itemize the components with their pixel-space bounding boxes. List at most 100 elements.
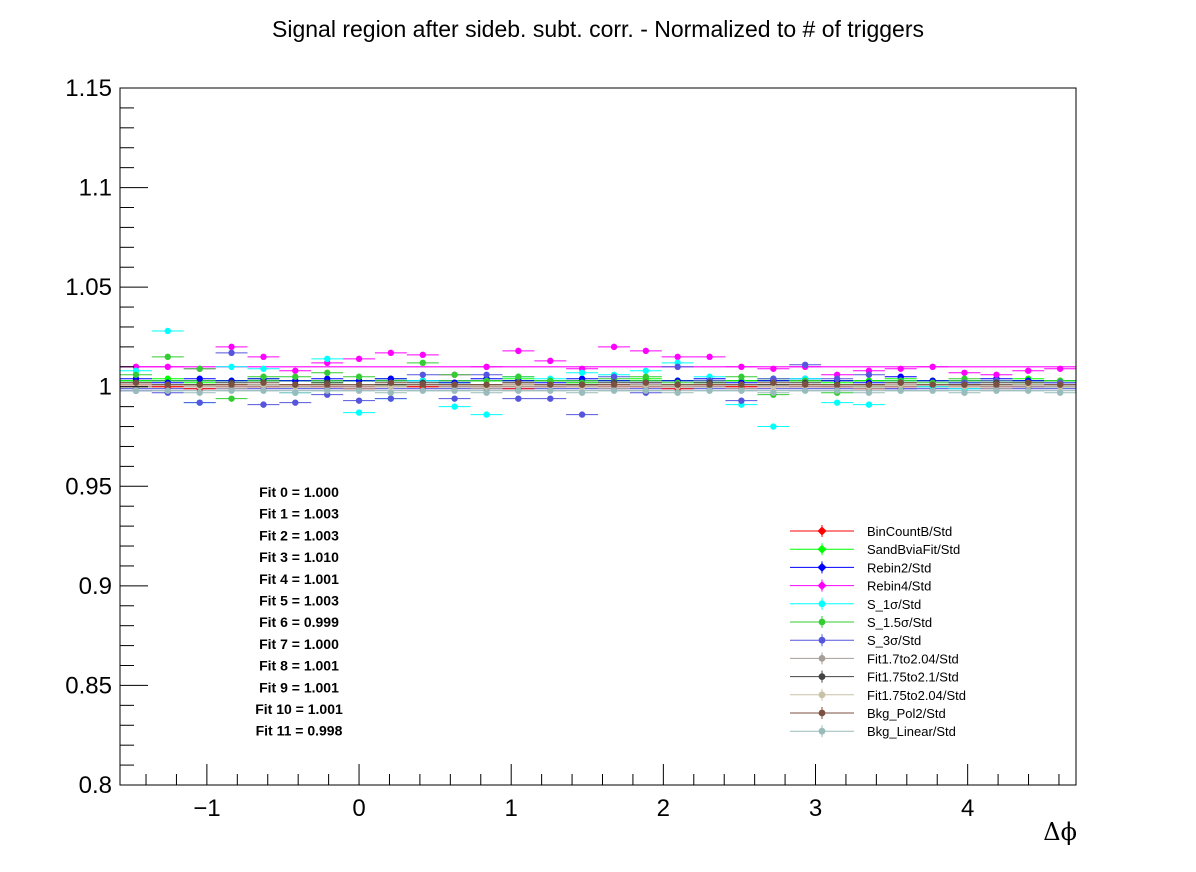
data-point [483,381,490,388]
data-point [196,365,203,372]
data-point [738,397,745,404]
data-point [738,373,745,380]
data-point [419,351,426,359]
legend-label: Fit1.7to2.04/Std [867,651,959,666]
data-point [642,347,650,355]
x-tick-label: 3 [809,795,822,822]
data-point [324,381,331,388]
legend-item: Rebin2/Std [790,560,931,575]
y-tick-label: 0.95 [65,473,112,500]
data-point [355,387,363,394]
data-point [228,395,235,402]
legend-marker [818,655,826,662]
data-point [706,353,713,361]
legend-item: Bkg_Linear/Std [790,724,956,739]
legend-label: SandBviaFit/Std [867,542,960,557]
data-point [865,401,873,408]
legend: BinCountB/Std SandBviaFit/Std Rebin2/Std Re… [790,524,966,739]
y-tick-label: 1.05 [65,274,112,301]
data-point [642,373,650,380]
fit-result-label: Fit 3 = 1.010 [259,549,339,565]
fit-result-label: Fit 11 = 0.998 [256,723,343,739]
legend-item: BinCountB/Std [790,524,952,539]
data-point [355,373,363,380]
data-point [547,387,554,394]
fit-result-label: Fit 4 = 1.001 [259,571,339,587]
data-point [642,379,650,386]
x-tick-label: 4 [961,795,974,822]
data-point [610,343,618,351]
data-point [132,379,140,386]
data-point [324,355,331,363]
data-point [483,389,490,396]
fit-result-label: Fit 10 = 1.001 [255,701,343,717]
data-point [515,395,522,402]
data-point [833,387,841,394]
data-point [292,399,299,406]
data-point [387,349,395,357]
data-point [897,387,904,394]
data-point [228,349,235,357]
data-point [897,379,904,386]
data-point [260,365,267,372]
data-point [961,381,968,388]
data-point [292,389,299,396]
data-point [515,379,522,386]
legend-item: S_1.5σ/Std [790,615,932,630]
x-tick-label: 1 [505,795,518,822]
data-point [324,369,331,376]
data-point [419,381,426,388]
data-point [419,387,426,394]
data-point [642,367,650,374]
data-point [1025,387,1032,394]
data-point [961,389,968,396]
data-point [547,357,554,365]
data-point [196,389,203,396]
data-point [196,381,203,388]
x-tick-label: 0 [352,795,365,822]
data-point [770,379,777,386]
legend-marker [818,709,826,717]
data-point [451,371,458,378]
data-point [260,401,267,408]
legend-label: S_1σ/Std [867,597,921,612]
data-point [865,381,873,388]
data-point [801,381,809,388]
data-point [132,371,140,378]
data-point [770,389,777,396]
legend-label: Fit1.75to2.04/Std [867,688,966,703]
y-tick-label: 0.8 [79,772,112,799]
y-tick-label: 1 [99,374,112,401]
x-tick-label: −1 [193,795,220,822]
data-point [929,381,936,388]
data-point [770,423,777,430]
fit-result-label: Fit 1 = 1.003 [259,506,339,522]
data-point [1025,367,1032,374]
data-point [387,395,395,402]
data-point [355,381,363,388]
data-point [515,387,522,394]
legend-item: Fit1.75to2.1/Std [790,670,959,685]
data-point [164,353,171,361]
fit-result-label: Fit 8 = 1.001 [259,658,339,674]
legend-item: Rebin4/Std [790,579,931,594]
data-point [993,387,1000,394]
fit-result-label: Fit 6 = 0.999 [259,614,339,630]
y-tick-label: 1.15 [65,75,112,102]
data-point [833,375,841,382]
legend-marker [818,673,826,680]
data-point [865,389,873,396]
legend-label: Rebin4/Std [867,579,931,594]
data-point [132,387,140,394]
data-point [1056,365,1064,372]
chart-title: Signal region after sideb. subt. corr. -… [272,16,924,42]
fit-result-label: Fit 5 = 1.003 [259,593,339,609]
legend-label: BinCountB/Std [867,524,952,539]
legend-item: Fit1.7to2.04/Std [790,651,959,666]
data-point [833,381,841,388]
legend-marker [817,562,827,572]
data-point [833,399,841,406]
y-tick-label: 0.9 [79,573,112,600]
data-point [610,381,618,388]
